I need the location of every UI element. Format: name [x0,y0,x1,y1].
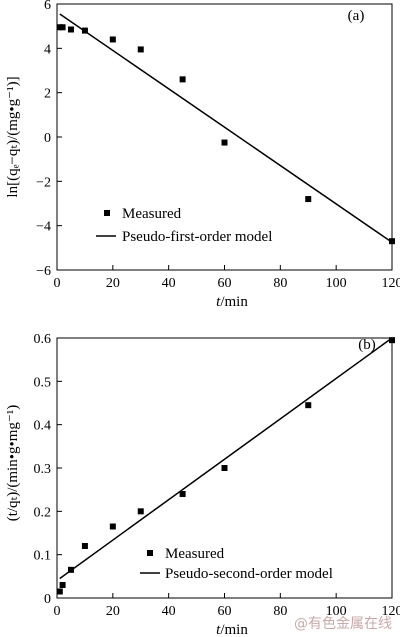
panel-a-x-tick-label: 20 [106,276,120,291]
panel-a-y-tick-label: 4 [44,42,51,57]
panel-a-x-axis-label: t/min [216,294,248,310]
panel-b-legend-label-model: Pseudo-second-order model [165,566,333,582]
panel-b-legend-marker-measured [147,550,153,556]
panel-a-y-tick-label: 2 [44,87,51,102]
panel-b-x-tick-label: 40 [162,604,176,619]
panel-a-y-axis-label: ln[(qₑ−qₜ)/(mg•g⁻¹)] [5,76,21,197]
panel-a-y-tick-label: 6 [44,0,51,13]
panel-b-measured-point [389,337,395,344]
panel-b-measured-point [81,543,88,549]
panel-a-legend-label-measured: Measured [122,206,182,222]
panel-b-legend-label-measured: Measured [165,546,225,562]
panel-a-x-tick-label: 60 [218,276,232,291]
panel-a-model-line [59,13,393,243]
panel-b-x-tick-label: 120 [382,604,400,619]
panel-a-y-ticks: −6 −4 −2 0 2 4 6 [36,0,62,279]
panel-a-legend-marker-measured [104,210,110,216]
panel-a-x-axis-unit: /min [220,294,248,310]
panel-b-x-tick-label: 20 [106,604,120,619]
panel-b-measured-point [56,588,63,595]
panel-b-y-tick-label: 0 [44,592,51,607]
panel-a-label: (a) [348,8,365,24]
watermark: @有色金属在线 [294,615,392,632]
panel-b-series [56,337,395,595]
panel-b-y-tick-label: 0.1 [34,549,52,564]
panel-a-measured-point [389,238,395,245]
panel-a-chart: 0 20 40 60 80 100 120 −6 −4 −2 0 2 4 6 (a) ln[(qₑ−qₜ… [5,0,400,310]
panel-a-measured-point [67,26,74,33]
panel-b-measured-point [109,523,116,530]
panel-a-y-tick-label: −4 [36,220,51,235]
panel-b-y-tick-label: 0.6 [34,332,52,347]
panel-b-x-ticks: 0 20 40 60 80 100 120 [54,593,400,619]
panel-a-measured-point [179,76,186,83]
panel-a-y-tick-label: −2 [36,175,51,190]
panel-b-model-line [59,337,393,580]
panel-b-label: (b) [358,337,376,353]
panel-a-x-tick-label: 80 [273,276,287,291]
panel-b-y-ticks: 0 0.1 0.2 0.3 0.4 0.5 0.6 [34,332,62,607]
panel-a-legend: Measured Pseudo-first-order model [96,206,272,245]
panel-b-x-tick-label: 60 [218,604,232,619]
panel-a-measured-point [109,36,116,43]
panel-a-measured-point [59,24,66,31]
panel-b-legend: Measured Pseudo-second-order model [140,546,333,582]
panel-a-x-ticks: 0 20 40 60 80 100 120 [54,265,400,291]
panel-b-y-tick-label: 0.4 [34,419,52,434]
panel-b-x-axis-variable: t [216,622,221,637]
panel-a-y-tick-label: −6 [36,264,51,279]
panel-a-y-tick-label: 0 [44,131,51,146]
panel-b-measured-point [67,566,74,573]
panel-a-series [56,13,395,245]
panel-b-x-tick-label: 0 [54,604,61,619]
panel-a-measured-point [81,27,88,34]
panel-b-chart: 0 20 40 60 80 100 120 00.10.20.30.40.50.6 (b) … [5,332,400,637]
panel-a-x-tick-label: 40 [162,276,176,291]
panel-b-y-axis-label: (t/qₜ)/(min•g•mg⁻¹) [5,405,21,522]
panel-a-measured-point [305,196,312,203]
panel-a-x-axis-variable: t [216,294,221,310]
panel-b-x-axis-unit: /min [220,622,248,637]
panel-b-measured-point [305,402,312,409]
panel-b-y-tick-label: 0.5 [34,375,52,390]
panel-b-x-tick-label: 80 [273,604,287,619]
panel-a-measured-point [137,46,144,53]
panel-b-measured-point [221,465,228,471]
panel-a-measured-point [221,139,228,146]
panel-a-x-tick-label: 0 [54,276,61,291]
panel-b-y-tick-label: 0.2 [34,505,52,520]
panel-b-measured-point [59,582,66,588]
panel-a-x-tick-label: 100 [326,276,347,291]
panel-a-x-tick-label: 120 [382,276,400,291]
panel-b-y-tick-label: 0.3 [34,462,52,477]
panel-b-measured-point [179,491,186,497]
panel-b-x-axis-label: t/min [216,622,248,637]
panel-b-measured-point [137,508,144,515]
panel-b-x-tick-label: 100 [326,604,347,619]
panel-a-legend-label-model: Pseudo-first-order model [122,229,272,245]
